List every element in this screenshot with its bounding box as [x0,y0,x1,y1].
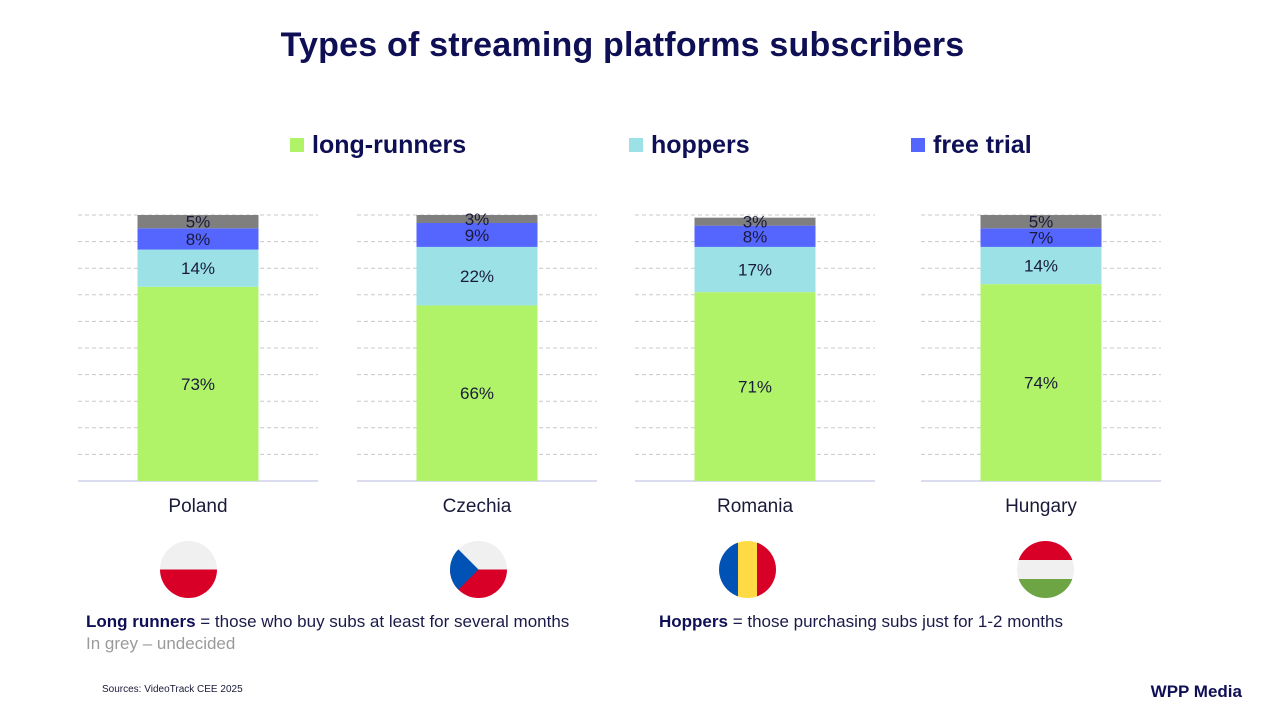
hungary-flag-icon [1017,541,1074,598]
data-label-free-trial-hungary: 7% [1029,229,1054,248]
long-runners-description: = those who buy subs at least for severa… [195,612,570,631]
bar-segment-free-trial-poland [137,228,259,250]
czechia-flag-icon [450,541,507,598]
legend-item-free-trial: free trial [911,130,1032,160]
romania-flag-icon [719,541,776,598]
legend-label-free-trial: free trial [933,130,1032,159]
bar-segment-free-trial-hungary [980,228,1102,247]
data-label-long-runners-romania: 71% [738,378,772,397]
bar-segment-undecided-czechia [416,215,538,223]
data-label-free-trial-poland: 8% [186,230,211,249]
sources-note: Sources: VideoTrack CEE 2025 [102,684,243,695]
legend-item-hoppers: hoppers [629,130,750,160]
data-label-long-runners-czechia: 66% [460,384,494,403]
legend-item-long-runners: long-runners [290,130,466,160]
data-label-free-trial-czechia: 9% [465,226,490,245]
brand-logo: WPP Media [1150,682,1242,701]
hoppers-definition: Hoppers = those purchasing subs just for… [659,612,1063,632]
undecided-note: In grey – undecided [86,634,236,653]
bar-segment-undecided-romania [694,217,816,226]
bar-segment-long-runners-hungary [980,284,1102,481]
country-label-poland: Poland [168,496,228,517]
hoppers-description: = those purchasing subs just for 1-2 mon… [727,612,1063,631]
chart-title: Types of streaming platforms subscribers [280,26,965,64]
data-label-undecided-hungary: 5% [1029,213,1054,232]
country-label-romania: Romania [716,496,794,517]
bar-segment-hoppers-romania [694,246,816,293]
bar-segment-undecided-poland [137,215,259,229]
poland-flag-icon [160,541,217,598]
data-label-long-runners-hungary: 74% [1024,374,1058,393]
data-label-undecided-romania: 3% [743,213,768,232]
data-label-undecided-poland: 5% [186,213,211,232]
data-label-hoppers-poland: 14% [181,259,215,278]
bar-segment-free-trial-romania [694,225,816,247]
bar-segment-undecided-hungary [980,215,1102,229]
data-label-hoppers-hungary: 14% [1024,257,1058,276]
country-label-czechia: Czechia [442,496,512,517]
data-label-long-runners-poland: 73% [181,375,215,394]
legend-label-hoppers: hoppers [651,130,750,159]
bar-segment-hoppers-poland [137,249,259,287]
data-label-hoppers-czechia: 22% [460,267,494,286]
data-label-hoppers-romania: 17% [738,261,772,280]
legend-swatch-free-trial [911,138,925,152]
data-label-free-trial-romania: 8% [743,227,768,246]
bar-segment-free-trial-czechia [416,222,538,247]
long-runners-term: Long runners [86,612,196,631]
bar-segment-long-runners-czechia [416,305,538,481]
bar-segment-long-runners-poland [137,286,259,481]
country-label-hungary: Hungary [1005,496,1077,517]
legend-label-long-runners: long-runners [312,130,467,159]
data-label-undecided-czechia: 3% [465,210,490,229]
long-runners-definition: Long runners = those who buy subs at lea… [86,612,569,632]
bar-segment-hoppers-hungary [980,246,1102,285]
bar-segment-long-runners-romania [694,292,816,481]
bar-segment-hoppers-czechia [416,246,538,306]
legend-swatch-hoppers [629,138,643,152]
hoppers-term: Hoppers [659,612,728,631]
legend-swatch-long-runners [290,138,304,152]
